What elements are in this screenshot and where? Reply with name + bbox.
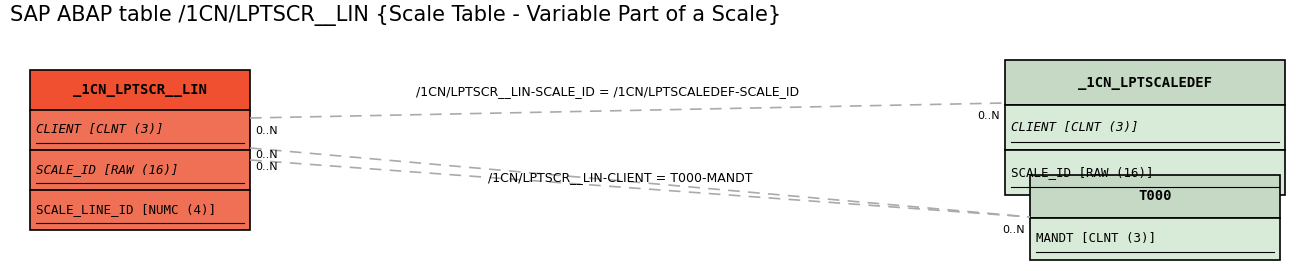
FancyBboxPatch shape [1005, 150, 1284, 195]
FancyBboxPatch shape [1030, 175, 1280, 218]
Text: CLIENT [CLNT (3)]: CLIENT [CLNT (3)] [1011, 121, 1139, 134]
Text: T000: T000 [1139, 189, 1171, 203]
Text: _1CN_LPTSCR__LIN: _1CN_LPTSCR__LIN [73, 83, 207, 97]
FancyBboxPatch shape [30, 190, 250, 230]
Text: /1CN/LPTSCR__LIN-CLIENT = T000-MANDT: /1CN/LPTSCR__LIN-CLIENT = T000-MANDT [488, 172, 753, 185]
Text: 0..N: 0..N [255, 150, 278, 160]
Text: SCALE_LINE_ID [NUMC (4)]: SCALE_LINE_ID [NUMC (4)] [36, 204, 216, 217]
Text: 0..N: 0..N [255, 126, 278, 136]
Text: SCALE_ID [RAW (16)]: SCALE_ID [RAW (16)] [1011, 166, 1153, 179]
FancyBboxPatch shape [30, 110, 250, 150]
FancyBboxPatch shape [30, 150, 250, 190]
Text: 0..N: 0..N [1002, 225, 1024, 235]
Text: CLIENT [CLNT (3)]: CLIENT [CLNT (3)] [36, 124, 164, 137]
Text: _1CN_LPTSCALEDEF: _1CN_LPTSCALEDEF [1078, 76, 1212, 89]
Text: 0..N: 0..N [255, 162, 278, 172]
FancyBboxPatch shape [1030, 218, 1280, 260]
FancyBboxPatch shape [1005, 60, 1284, 105]
FancyBboxPatch shape [30, 70, 250, 110]
Text: SAP ABAP table /1CN/LPTSCR__LIN {Scale Table - Variable Part of a Scale}: SAP ABAP table /1CN/LPTSCR__LIN {Scale T… [10, 5, 781, 26]
Text: SCALE_ID [RAW (16)]: SCALE_ID [RAW (16)] [36, 163, 178, 176]
FancyBboxPatch shape [1005, 105, 1284, 150]
Text: /1CN/LPTSCR__LIN-SCALE_ID = /1CN/LPTSCALEDEF-SCALE_ID: /1CN/LPTSCR__LIN-SCALE_ID = /1CN/LPTSCAL… [416, 85, 800, 98]
Text: MANDT [CLNT (3)]: MANDT [CLNT (3)] [1036, 232, 1156, 245]
Text: 0..N: 0..N [978, 111, 1000, 121]
